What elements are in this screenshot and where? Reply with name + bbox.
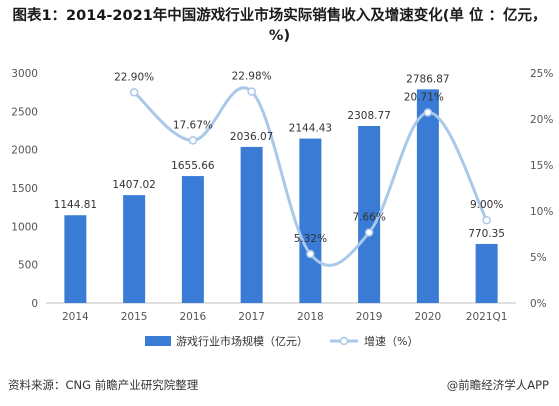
y-left-tick-label: 3000 xyxy=(11,68,38,80)
bar-value-label: 1144.81 xyxy=(54,199,97,211)
legend-bar-label: 游戏行业市场规模（亿元） xyxy=(176,334,308,348)
growth-value-label: 9.00% xyxy=(470,199,503,211)
x-tick-label: 2020 xyxy=(415,311,442,323)
bar xyxy=(123,195,146,303)
bar-value-label: 770.35 xyxy=(468,228,505,240)
bar-value-label: 2036.07 xyxy=(230,131,273,143)
legend-line-label: 增速（%） xyxy=(364,334,418,348)
growth-point xyxy=(306,249,315,259)
bar xyxy=(358,125,381,304)
growth-point xyxy=(129,88,139,97)
bar-value-label: 2144.43 xyxy=(289,123,332,135)
y-left-tick-label: 500 xyxy=(18,260,38,272)
y-right-tick-label: 5% xyxy=(530,252,547,264)
growth-value-label: 5.32% xyxy=(294,233,327,245)
x-tick-label: 2015 xyxy=(121,311,148,323)
y-right-tick-label: 15% xyxy=(530,160,553,172)
growth-point xyxy=(188,136,198,145)
x-tick-label: 2021Q1 xyxy=(466,311,508,323)
y-left-tick-label: 0 xyxy=(31,298,38,310)
y-right-tick-label: 0% xyxy=(530,298,547,310)
growth-point xyxy=(482,215,491,225)
bar xyxy=(64,215,87,303)
bar xyxy=(299,138,322,303)
bar xyxy=(240,146,263,303)
x-tick-label: 2018 xyxy=(297,311,324,323)
legend-line-marker xyxy=(339,336,349,346)
bar xyxy=(181,176,204,303)
y-left-tick-label: 1000 xyxy=(11,221,38,233)
y-right-tick-label: 25% xyxy=(530,68,553,80)
growth-point xyxy=(247,87,256,96)
legend-bar-swatch xyxy=(145,336,171,346)
growth-point xyxy=(364,228,374,237)
x-tick-label: 2016 xyxy=(180,311,207,323)
y-right-tick-label: 10% xyxy=(530,206,553,218)
bar-value-label: 2786.87 xyxy=(406,73,449,85)
y-left-tick-label: 1500 xyxy=(11,183,38,195)
bar xyxy=(475,243,498,303)
y-left-tick-label: 2000 xyxy=(11,145,38,157)
y-left-tick-label: 2500 xyxy=(11,106,38,118)
bar-value-label: 1407.02 xyxy=(112,179,155,191)
chart-title: 图表1：2014-2021年中国游戏行业市场实际销售收入及增速变化(单 位 ：亿… xyxy=(12,8,547,44)
growth-point xyxy=(423,108,433,117)
y-right-tick-label: 20% xyxy=(530,114,553,126)
growth-value-label: 17.67% xyxy=(173,119,213,131)
growth-value-label: 22.98% xyxy=(232,71,272,83)
bar-value-label: 1655.66 xyxy=(171,160,215,172)
x-tick-label: 2019 xyxy=(356,311,383,323)
growth-value-label: 7.66% xyxy=(352,212,385,224)
growth-value-label: 20.71% xyxy=(404,91,444,103)
growth-value-label: 22.90% xyxy=(114,71,154,83)
x-tick-label: 2014 xyxy=(62,311,89,323)
bar xyxy=(416,89,439,303)
source-note: 资料来源：CNG 前瞻产业研究院整理 xyxy=(8,378,199,392)
credit-note: @前瞻经济学人APP xyxy=(446,378,549,392)
x-tick-label: 2017 xyxy=(238,311,265,323)
bar-value-label: 2308.77 xyxy=(347,110,390,122)
